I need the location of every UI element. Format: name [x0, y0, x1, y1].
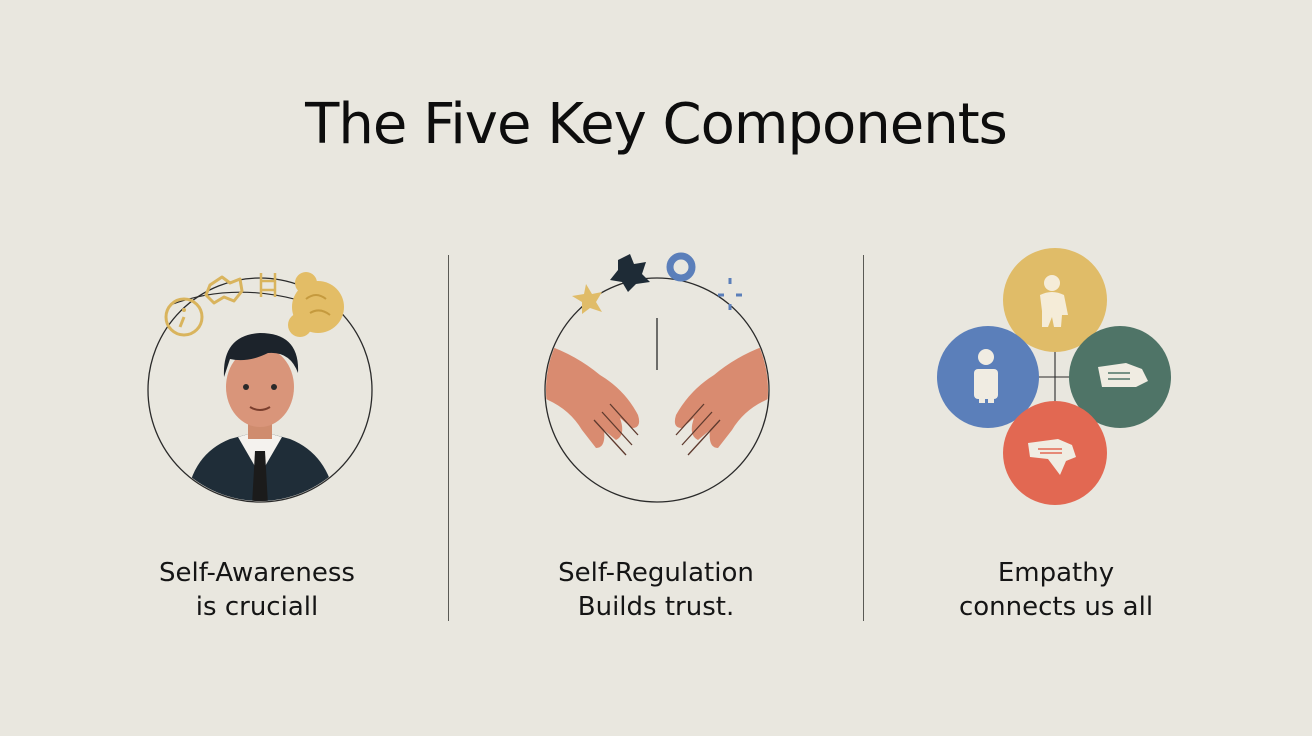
- puzzle-icon: [204, 275, 244, 305]
- person-standing-icon: [937, 326, 1039, 428]
- splat-icon: [610, 254, 650, 292]
- reaching-hands-icon: [544, 252, 770, 503]
- column-divider-2: [863, 255, 864, 621]
- caption-line-2: is cruciall: [195, 592, 319, 622]
- child-icon: [1003, 248, 1107, 352]
- caption-line-1: Empathy: [997, 558, 1115, 588]
- star-icon: [572, 284, 602, 314]
- helping-hand-icon: [1069, 326, 1171, 428]
- column-divider-1: [448, 255, 449, 621]
- connected-people-icon: [937, 248, 1171, 505]
- clock-icon: [164, 297, 204, 337]
- caption-line-2: Builds trust.: [577, 592, 735, 622]
- frame-circle-icon: [544, 277, 770, 503]
- caption-self-regulation: Self-Regulation Builds trust.: [476, 556, 836, 624]
- ring-icon: [666, 252, 696, 282]
- holding-hand-icon: [1003, 401, 1107, 505]
- caption-line-2: connects us all: [958, 592, 1154, 622]
- caption-self-awareness: Self-Awareness is cruciall: [77, 556, 437, 624]
- page-title: The Five Key Components: [305, 92, 1008, 157]
- person-thinking-icon: [147, 272, 373, 503]
- caption-line-1: Self-Awareness: [159, 558, 355, 588]
- sparkle-icon: [718, 278, 742, 310]
- caption-line-1: Self-Regulation: [558, 558, 754, 588]
- person-icon: [186, 333, 336, 501]
- brain-icon: [288, 272, 344, 337]
- ladder-icon: [259, 273, 277, 297]
- left-hand-icon: [546, 340, 640, 448]
- right-hand-icon: [674, 340, 768, 448]
- caption-empathy: Empathy connects us all: [876, 556, 1236, 624]
